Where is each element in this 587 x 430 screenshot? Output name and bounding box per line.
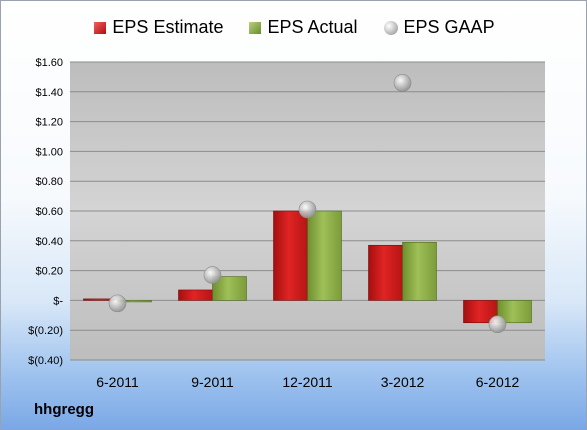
y-tick-label: $0.60: [35, 206, 63, 218]
y-tick-label: $0.40: [35, 236, 63, 248]
y-tick-label: $-: [53, 295, 63, 307]
bar-actual: [497, 300, 532, 324]
y-tick-label: $(0.40): [28, 355, 63, 367]
x-tick-label: 9-2011: [191, 374, 234, 390]
legend-item-gaap: EPS GAAP: [383, 17, 495, 38]
legend-item-estimate: EPS Estimate: [94, 17, 223, 38]
gaap-point: [203, 266, 222, 284]
gaap-point: [108, 294, 127, 313]
y-axis-labels: $(0.40) $(0.20) $- $0.20 $0.40 $0.60 $0.80 $1.0…: [28, 57, 63, 367]
y-tick-label: $1.40: [35, 87, 63, 99]
legend-item-actual: EPS Actual: [249, 17, 358, 38]
bar-actual: [307, 210, 342, 301]
x-axis-labels: 6-2011 9-2011 12-2011 3-2012 6-2012: [96, 374, 519, 390]
bar-estimate: [368, 244, 403, 301]
legend-swatch-estimate: [94, 21, 107, 34]
y-tick-label: $(0.20): [28, 325, 63, 337]
gaap-point: [488, 315, 507, 334]
gaap-point: [393, 74, 412, 92]
legend-label-gaap: EPS GAAP: [403, 17, 495, 37]
x-tick-label: 6-2011: [96, 374, 139, 390]
y-tick-label: $1.20: [35, 117, 63, 129]
x-tick-label: 6-2012: [476, 374, 520, 390]
y-tick-label: $1.60: [35, 57, 63, 69]
bar-estimate: [178, 289, 213, 301]
legend: EPS Estimate EPS Actual EPS GAAP: [1, 17, 586, 38]
gaap-point: [298, 200, 317, 219]
bar-actual: [212, 276, 247, 301]
company-name: hhgregg: [34, 401, 94, 418]
y-tick-label: $0.80: [35, 176, 63, 188]
y-tick-label: $1.00: [35, 146, 63, 158]
y-tick-label: $0.20: [35, 266, 63, 278]
bar-actual: [402, 241, 437, 301]
x-tick-label: 12-2011: [282, 374, 333, 390]
legend-swatch-gaap: [383, 20, 398, 35]
x-tick-label: 3-2012: [381, 374, 425, 390]
legend-label-actual: EPS Actual: [267, 17, 358, 37]
legend-swatch-actual: [249, 21, 262, 34]
bars: [83, 210, 532, 324]
legend-label-estimate: EPS Estimate: [112, 17, 224, 37]
bar-estimate: [273, 210, 308, 301]
gaap-points: [108, 74, 507, 334]
